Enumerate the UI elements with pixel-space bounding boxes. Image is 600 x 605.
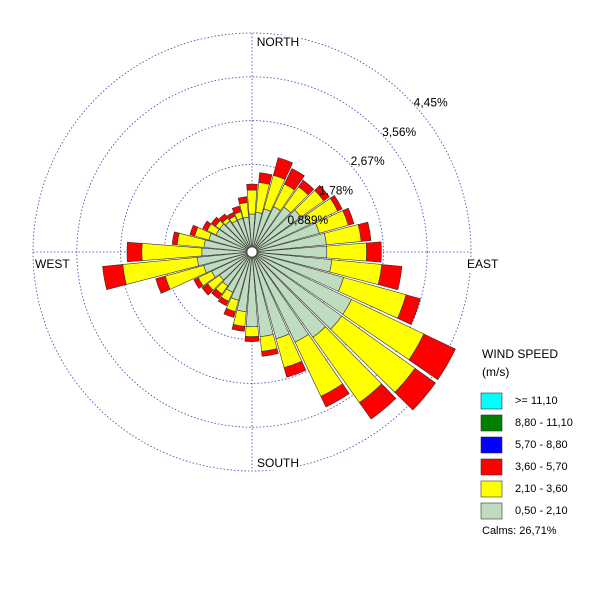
legend-label: 2,10 - 3,60 xyxy=(515,483,568,495)
wedge xyxy=(245,327,258,337)
wedge xyxy=(327,243,367,261)
ring-label: 3,56% xyxy=(382,125,416,139)
legend-label: 3,60 - 5,70 xyxy=(515,461,568,473)
compass-label: WEST xyxy=(35,257,70,271)
wedge xyxy=(260,334,277,351)
legend-title: WIND SPEED xyxy=(482,347,558,361)
wedge xyxy=(247,184,258,190)
wedge xyxy=(259,173,272,185)
wedge xyxy=(127,242,142,262)
ring-label: 1,78% xyxy=(319,183,353,197)
legend-swatch xyxy=(481,393,502,409)
legend-swatch xyxy=(481,415,502,431)
legend-title: (m/s) xyxy=(482,365,509,379)
legend-label: 5,70 - 8,80 xyxy=(515,439,568,451)
wedge xyxy=(103,264,127,289)
legend-swatch xyxy=(481,437,502,453)
compass-label: EAST xyxy=(467,257,499,271)
legend-label: 0,50 - 2,10 xyxy=(515,505,568,517)
legend-label: >= 11,10 xyxy=(515,395,558,407)
calms-label: Calms: 26,71% xyxy=(482,525,557,537)
wedge xyxy=(238,197,247,204)
legend-swatch xyxy=(481,503,502,519)
wedge xyxy=(247,190,257,214)
legend-swatch xyxy=(481,459,502,475)
ring-label: 4,45% xyxy=(414,95,448,109)
compass-label: SOUTH xyxy=(257,456,299,470)
wedge xyxy=(245,336,259,341)
wedge xyxy=(378,264,402,289)
legend-label: 8,80 - 11,10 xyxy=(515,417,573,429)
compass-label: NORTH xyxy=(257,35,299,49)
ring-label: 2,67% xyxy=(351,154,385,168)
legend-swatch xyxy=(481,481,502,497)
calm-circle xyxy=(247,247,257,257)
ring-label: 0,889% xyxy=(288,213,329,227)
wedge xyxy=(366,242,381,262)
